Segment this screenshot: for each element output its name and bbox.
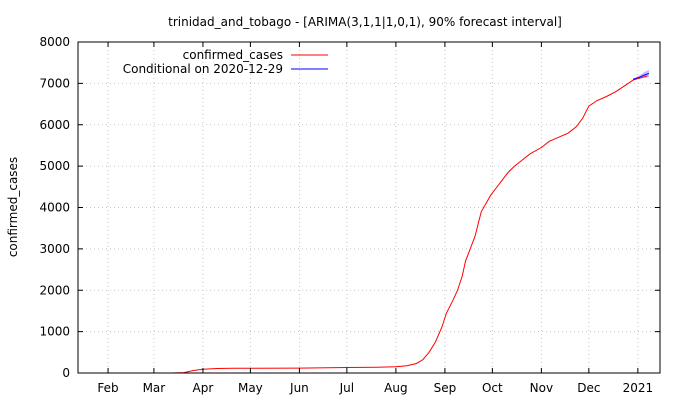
ticks: 0 1000 2000 3000 4000 5000 6000 7000 8000 Feb Mar A…: [39, 35, 660, 395]
y-axis-label: confirmed_cases: [6, 157, 20, 257]
x-tick-label: 2021: [623, 381, 654, 395]
x-tick-label: Jun: [289, 381, 309, 395]
series-line-confirmed-cases: [171, 75, 648, 374]
chart-title: trinidad_and_tobago - [ARIMA(3,1,1|1,0,1…: [168, 15, 562, 29]
x-tick-label: Jul: [339, 381, 354, 395]
y-tick-label: 0: [62, 366, 70, 380]
x-tick-label: May: [238, 381, 263, 395]
y-tick-label: 3000: [39, 242, 70, 256]
plot-frame: [77, 41, 661, 374]
y-tick-label: 8000: [39, 35, 70, 49]
y-tick-label: 4000: [39, 201, 70, 215]
y-tick-label: 7000: [39, 76, 70, 90]
x-tick-label: Nov: [530, 381, 553, 395]
x-tick-label: Apr: [193, 381, 214, 395]
x-tick-label: Sep: [434, 381, 457, 395]
x-tick-label: Aug: [384, 381, 407, 395]
legend-label-confirmed-cases: confirmed_cases: [183, 48, 283, 62]
legend-label-conditional: Conditional on 2020-12-29: [123, 62, 283, 76]
series-line-conditional-forecast: [632, 72, 650, 80]
y-tick-label: 5000: [39, 159, 70, 173]
series-layer: [171, 72, 650, 374]
x-tick-label: Oct: [482, 381, 503, 395]
legend: confirmed_cases Conditional on 2020-12-2…: [123, 48, 328, 76]
y-tick-label: 2000: [39, 283, 70, 297]
y-tick-label: 1000: [39, 325, 70, 339]
grid: [78, 42, 660, 373]
y-tick-label: 6000: [39, 118, 70, 132]
x-tick-label: Mar: [143, 381, 166, 395]
x-tick-label: Feb: [97, 381, 118, 395]
x-tick-label: Dec: [577, 381, 600, 395]
